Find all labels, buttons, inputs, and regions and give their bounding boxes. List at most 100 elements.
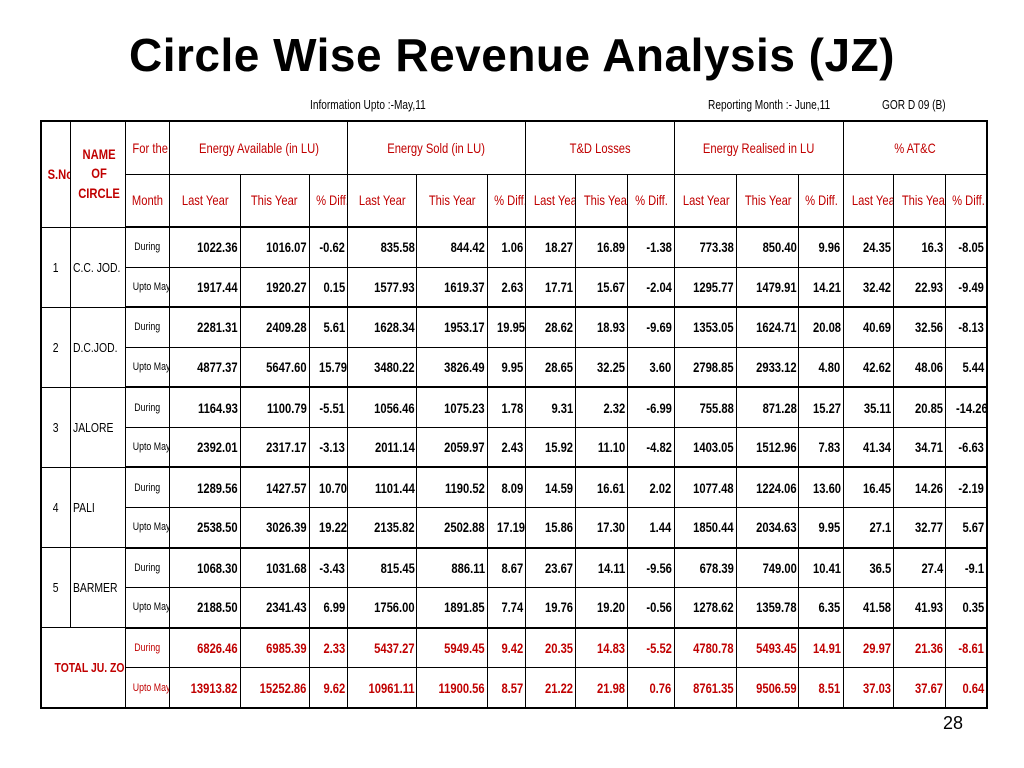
- cell-value: 2188.50: [169, 587, 241, 629]
- total-cell-value: 5437.27: [347, 627, 418, 669]
- total-label: TOTAL JU. ZONE: [40, 627, 126, 709]
- cell-value: 16.89: [575, 226, 629, 268]
- cell-value: 2538.50: [169, 506, 241, 549]
- cell-value: -1.38: [627, 226, 675, 268]
- cell-value: 886.11: [416, 547, 488, 589]
- total-cell-value: 21.22: [524, 667, 577, 709]
- cell-value: 815.45: [347, 547, 418, 589]
- row-sno: 1: [40, 226, 71, 308]
- cell-value: 18.27: [524, 226, 577, 268]
- cell-value: -6.63: [945, 426, 988, 469]
- cell-value: 2502.88: [416, 506, 488, 549]
- cell-value: 32.25: [575, 346, 629, 389]
- cell-value: 1920.27: [239, 266, 310, 309]
- total-cell-value: 14.91: [798, 627, 844, 669]
- cell-value: 16.3: [892, 226, 947, 268]
- cell-value: 2.02: [627, 466, 675, 509]
- cell-value: 4877.37: [169, 346, 241, 389]
- cell-value: -9.1: [945, 547, 988, 589]
- cell-value: 1.78: [486, 386, 526, 428]
- cell-value: 2.32: [575, 386, 629, 428]
- cell-value: 1101.44: [347, 466, 418, 509]
- cell-value: 10.70: [308, 466, 349, 509]
- cell-value: 0.35: [945, 587, 988, 629]
- cell-value: 1224.06: [736, 466, 800, 509]
- total-cell-value: 2.33: [308, 627, 349, 669]
- cell-value: 14.26: [892, 466, 947, 509]
- cell-value: 2317.17: [239, 426, 310, 469]
- cell-value: 32.77: [892, 506, 947, 549]
- cell-value: 9.31: [524, 386, 577, 428]
- row-circle-name: JALORE: [69, 386, 126, 468]
- cell-value: -6.99: [627, 386, 675, 428]
- cell-value: 19.22: [308, 506, 349, 549]
- row-period: Upto May: [124, 266, 171, 309]
- total-cell-value: 8761.35: [673, 667, 738, 709]
- total-cell-value: 37.67: [892, 667, 947, 709]
- cell-value: 27.1: [842, 506, 894, 549]
- cell-value: 1628.34: [347, 306, 418, 348]
- cell-value: 24.35: [842, 226, 894, 268]
- cell-value: 32.56: [892, 306, 947, 348]
- header-group-3: Energy Realised in LU: [673, 120, 844, 175]
- row-circle-name: BARMER: [69, 547, 126, 629]
- cell-value: 41.34: [842, 426, 894, 469]
- total-row: Upto May 13913.82 15252.86 9.62 10961.11 1190…: [41, 667, 988, 709]
- cell-value: 1068.30: [169, 547, 241, 589]
- cell-value: 2392.01: [169, 426, 241, 469]
- cell-value: 1278.62: [673, 587, 738, 629]
- cell-value: -5.51: [308, 386, 349, 428]
- row-period: During: [124, 627, 171, 669]
- total-cell-value: 4780.78: [673, 627, 738, 669]
- cell-value: 2011.14: [347, 426, 418, 469]
- cell-value: 15.86: [524, 506, 577, 549]
- cell-value: 844.42: [416, 226, 488, 268]
- table-row: Upto May 4877.37 5647.60 15.79 3480.22 3826.4…: [41, 346, 988, 389]
- cell-value: -3.43: [308, 547, 349, 589]
- cell-value: -14.26: [945, 386, 988, 428]
- total-cell-value: 11900.56: [416, 667, 488, 709]
- cell-value: -2.04: [627, 266, 675, 309]
- total-cell-value: 10961.11: [347, 667, 418, 709]
- cell-value: 1427.57: [239, 466, 310, 509]
- cell-value: 48.06: [892, 346, 947, 389]
- cell-value: 1479.91: [736, 266, 800, 309]
- row-period: During: [124, 466, 171, 509]
- table-row: Upto May 2538.50 3026.39 19.22 2135.82 2502.8…: [41, 506, 988, 549]
- row-circle-name: C.C. JOD.: [69, 226, 126, 308]
- cell-value: 7.83: [798, 426, 844, 469]
- header-sub-2-1: This Year: [575, 173, 629, 229]
- cell-value: -0.62: [308, 226, 349, 268]
- header-month: Month: [124, 173, 171, 229]
- header-for-the: For the: [124, 120, 171, 175]
- cell-value: 2933.12: [736, 346, 800, 389]
- header-sub-3-2: % Diff.: [798, 173, 844, 229]
- table-row: 4 PALI During 1289.56 1427.57 10.70 1101.44 119…: [40, 466, 988, 549]
- header-sub-1-0: Last Year: [347, 173, 418, 229]
- row-period: During: [124, 306, 171, 348]
- row-period: Upto May: [124, 506, 171, 549]
- cell-value: 4.80: [798, 346, 844, 389]
- table-row: Upto May 2392.01 2317.17 -3.13 2011.14 2059.9…: [41, 426, 988, 469]
- row-period: Upto May: [124, 587, 171, 629]
- cell-value: 2.43: [486, 426, 526, 469]
- row-period: During: [124, 226, 171, 268]
- cell-value: 14.11: [575, 547, 629, 589]
- cell-value: 28.62: [524, 306, 577, 348]
- cell-value: 34.71: [892, 426, 947, 469]
- cell-value: 6.99: [308, 587, 349, 629]
- cell-value: 2059.97: [416, 426, 488, 469]
- cell-value: 1953.17: [416, 306, 488, 348]
- cell-value: 1295.77: [673, 266, 738, 309]
- cell-value: 678.39: [673, 547, 738, 589]
- total-row: TOTAL JU. ZONEDuring6826.466985.392.3354…: [40, 627, 988, 709]
- total-cell-value: 0.76: [627, 667, 675, 709]
- cell-value: 15.79: [308, 346, 349, 389]
- cell-value: 2.63: [486, 266, 526, 309]
- header-sub-1-1: This Year: [416, 173, 488, 229]
- header-sub-0-0: Last Year: [169, 173, 241, 229]
- cell-value: 41.58: [842, 587, 894, 629]
- info-upto: Information Upto :-May,11: [310, 97, 426, 112]
- cell-value: 1403.05: [673, 426, 738, 469]
